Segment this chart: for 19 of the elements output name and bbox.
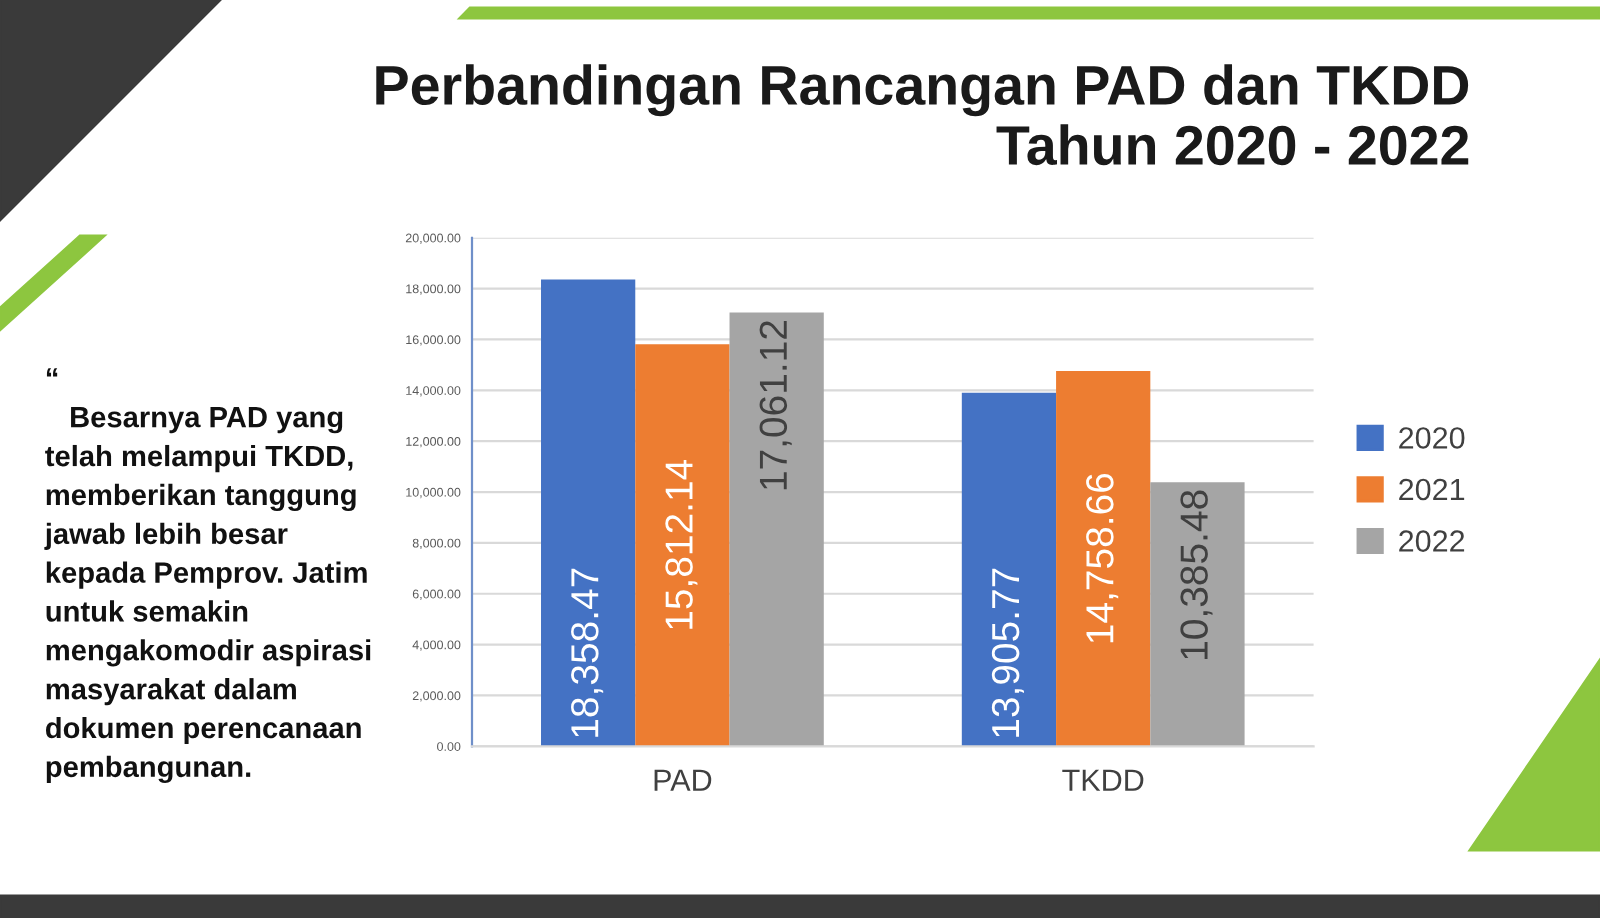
chart-title: Perbandingan Rancangan PAD dan TKDD Tahun 2020 - 2022 (376, 64, 1469, 166)
legend-label: 2022 (1399, 530, 1465, 552)
bar (729, 312, 824, 747)
data-label: 18,358.47 (571, 568, 604, 737)
bar (1056, 371, 1151, 747)
data-label: 15,812.14 (665, 459, 698, 629)
legend-label: 2021 (1399, 478, 1465, 501)
data-label: 14,758.66 (1086, 473, 1119, 643)
bar (541, 279, 636, 747)
legend-label: 2020 (1399, 427, 1465, 449)
text: “ Besarnya PAD yang telah melampui TKDD, memberikan tanggung jawab lebih besar kepada Pemprov. Jatim untuk semakin mengakomodir aspirasi masyarakat dalam dokumen perencanaan pembangunan. (44, 368, 371, 784)
bar (1150, 482, 1245, 747)
data-label: 10,385.48 (1180, 490, 1213, 659)
data-label: 17,061.12 (759, 321, 792, 490)
bar (635, 344, 730, 747)
x-tick-label: PAD (654, 769, 712, 791)
data-label: 13,905.77 (991, 568, 1024, 737)
bar (961, 392, 1057, 747)
x-tick-label: TKDD (1062, 769, 1144, 791)
